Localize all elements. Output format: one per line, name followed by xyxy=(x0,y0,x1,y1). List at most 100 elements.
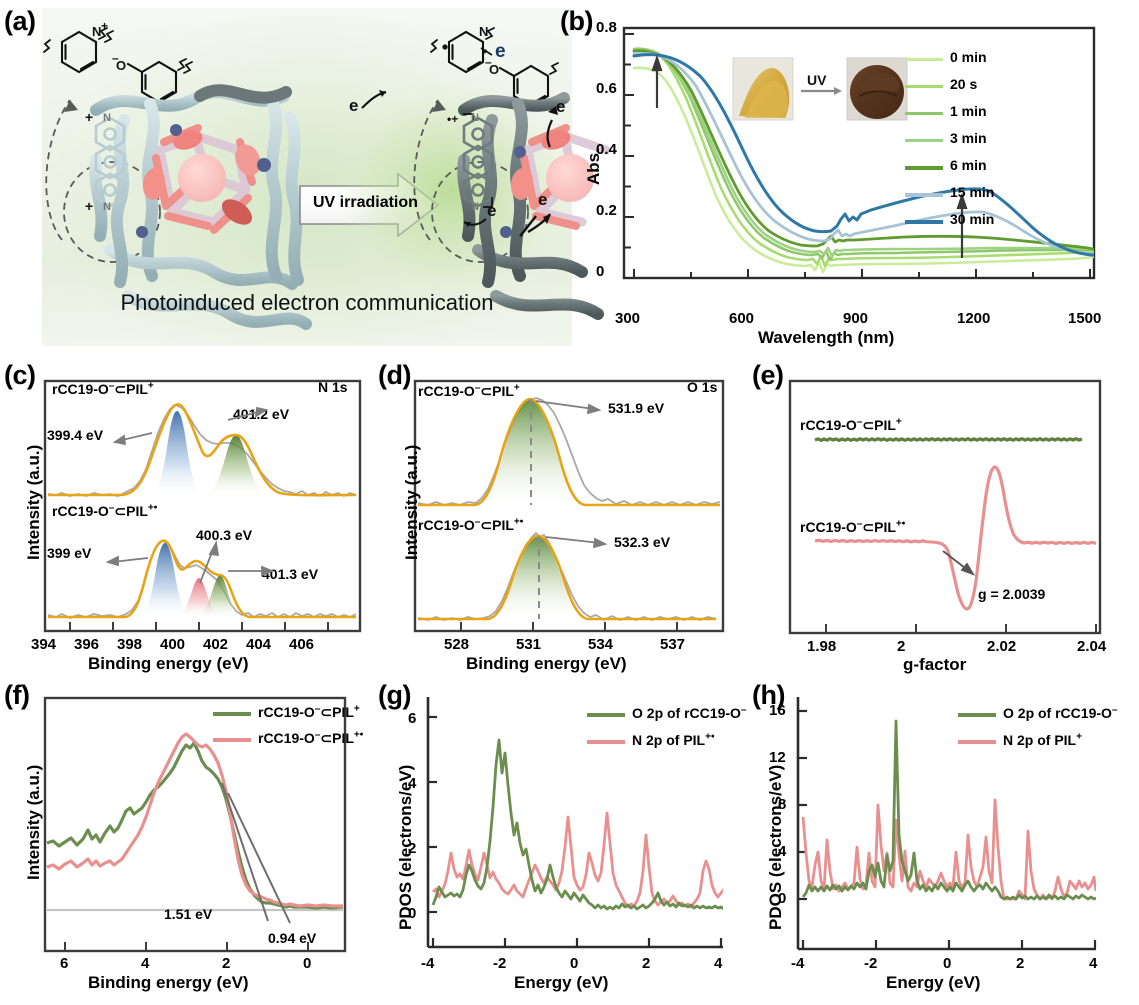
panel-b-chart: UV xyxy=(622,26,1096,280)
panel-h-ytick-3: 12 xyxy=(769,749,786,766)
panel-h-xtick-1: -2 xyxy=(864,955,878,972)
panel-f-ylabel: Intensity (a.u.) xyxy=(24,764,43,880)
panel-h-legend-swatch-1 xyxy=(958,740,996,744)
panel-h-xtick-2: 0 xyxy=(943,955,952,972)
panel-b-xtick-1: 600 xyxy=(729,310,755,327)
panel-g-xlabel: Energy (eV) xyxy=(514,973,609,992)
panel-b-xtick-0: 300 xyxy=(615,310,641,327)
panel-f-xlabel: Binding energy (eV) xyxy=(88,973,249,992)
panel-h-ytick-2: 8 xyxy=(778,796,787,813)
svg-text:•+: •+ xyxy=(447,112,458,126)
panel-h-xtick-4: 4 xyxy=(1089,955,1098,972)
panel-b-ytick-3: 0.6 xyxy=(596,80,617,97)
panel-d-xtick-0: 528 xyxy=(444,636,470,653)
panel-h-legend-swatch-0 xyxy=(958,713,996,717)
panel-b-ytick-2: 0.4 xyxy=(596,141,617,158)
panel-h-chart xyxy=(796,697,1097,951)
panel-f-legend-label-0: rCC19-O–⊂PIL+ xyxy=(258,703,360,720)
panel-b-legend-swatch-5 xyxy=(905,193,943,197)
panel-d-letter: (d) xyxy=(378,360,411,390)
panel-a-letter: (a) xyxy=(4,6,36,36)
panel-c-series-label-bottom: rCC19-O–⊂PIL+• xyxy=(52,502,158,519)
panel-d-corner-label: O 1s xyxy=(687,379,718,395)
panel-c-xtick-1: 396 xyxy=(74,636,100,653)
panel-g-letter: (g) xyxy=(378,680,411,710)
svg-text:O: O xyxy=(116,58,126,73)
panel-b-ytick-0: 0 xyxy=(596,263,605,280)
panel-b-legend-swatch-3 xyxy=(905,139,943,142)
panel-f-xtick-3: 0 xyxy=(303,955,312,972)
panel-b-legend-swatch-2 xyxy=(905,112,943,115)
panel-c-chart xyxy=(43,379,362,633)
uv-irradiation-label: UV irradiation xyxy=(313,194,418,211)
svg-text:N: N xyxy=(471,112,479,124)
panel-d-ylabel: Intensity (a.u.) xyxy=(402,444,421,560)
panel-b-xtick-2: 900 xyxy=(843,310,869,327)
panel-f-annotation-094: 0.94 eV xyxy=(268,930,317,946)
panel-h-xtick-0: -4 xyxy=(791,955,805,972)
svg-text:N: N xyxy=(103,112,111,124)
panel-f-xtick-0: 6 xyxy=(60,955,69,972)
panel-b-legend-label-6: 30 min xyxy=(950,211,995,227)
svg-text:–: – xyxy=(485,55,492,69)
panel-g-xtick-4: 4 xyxy=(714,955,723,972)
svg-text:e: e xyxy=(556,97,565,116)
panel-e-letter: (e) xyxy=(752,360,784,390)
panel-c-xtick-3: 400 xyxy=(160,636,186,653)
panel-b-xlabel: Wavelength (nm) xyxy=(758,328,895,347)
panel-b-legend-swatch-1 xyxy=(905,85,943,88)
panel-d-xtick-2: 534 xyxy=(588,636,614,653)
panel-d-xtick-3: 537 xyxy=(660,636,686,653)
svg-text:+: + xyxy=(85,198,93,214)
svg-text:e: e xyxy=(538,190,547,209)
panel-f-letter: (f) xyxy=(4,680,30,710)
panel-c-xtick-5: 404 xyxy=(246,636,272,653)
panel-h-ytick-1: 4 xyxy=(778,843,787,860)
panel-d-xlabel: Binding energy (eV) xyxy=(466,654,627,673)
panel-g-legend-label-1: N 2p of PIL+• xyxy=(632,731,715,748)
panel-h-ytick-4: 16 xyxy=(769,702,786,719)
panel-b-xtick-3: 1200 xyxy=(957,310,991,327)
panel-e-xlabel: g-factor xyxy=(903,655,967,674)
panel-b-ylabel: Abs. xyxy=(584,148,603,185)
panel-e-xtick-1: 2 xyxy=(897,638,906,655)
panel-b-legend-swatch-6 xyxy=(905,220,943,224)
svg-text:N: N xyxy=(479,24,488,39)
panel-e-g-annotation: g = 2.0039 xyxy=(978,586,1046,602)
svg-text:N: N xyxy=(92,24,101,39)
panel-g-chart xyxy=(426,697,723,949)
panel-e-xtick-2: 2.02 xyxy=(987,638,1017,655)
svg-text:e: e xyxy=(495,41,506,62)
svg-text:e: e xyxy=(349,96,358,115)
panel-h-xlabel: Energy (eV) xyxy=(886,973,981,992)
panel-d-series-label-bottom: rCC19-O–⊂PIL+• xyxy=(418,516,524,533)
panel-g-legend-swatch-1 xyxy=(587,740,625,744)
panel-g-ylabel: PDOS (electrons/eV) xyxy=(396,764,415,930)
panel-e-chart xyxy=(788,379,1102,635)
svg-text:+: + xyxy=(101,19,108,33)
panel-b-legend-swatch-4 xyxy=(905,166,943,170)
panel-h-letter: (h) xyxy=(752,680,785,710)
panel-b-xtick-4: 1500 xyxy=(1068,310,1102,327)
panel-c-annotation-4013: 401.3 eV xyxy=(262,566,319,582)
panel-c-annotation-3994: 399.4 eV xyxy=(47,427,104,443)
panel-c-corner-label: N 1s xyxy=(318,379,348,395)
panel-e-series-label-top: rCC19-O–⊂PIL+ xyxy=(800,416,902,433)
panel-f-legend-swatch-0 xyxy=(213,712,251,716)
svg-text:–: – xyxy=(112,51,119,65)
panel-d-annotation-5323: 532.3 eV xyxy=(614,534,671,550)
svg-text:UV: UV xyxy=(807,72,827,88)
panel-b-legend-label-1: 20 s xyxy=(950,76,978,92)
panel-b-ytick-4: 0.8 xyxy=(596,19,617,36)
panel-e-xtick-3: 2.04 xyxy=(1077,638,1107,655)
panel-b-legend-label-5: 15 min xyxy=(950,184,995,200)
panel-c-xlabel: Binding energy (eV) xyxy=(88,654,249,673)
panel-c-annotation-399: 399 eV xyxy=(47,545,92,561)
svg-text:N: N xyxy=(471,201,479,213)
panel-g-legend-label-0: O 2p of rCC19-O– xyxy=(632,704,747,721)
panel-f-xtick-2: 2 xyxy=(222,955,231,972)
panel-f-legend-swatch-1 xyxy=(213,738,251,742)
panel-h-xtick-3: 2 xyxy=(1016,955,1025,972)
panel-g-ytick-0: 0 xyxy=(408,905,417,922)
svg-text:+: + xyxy=(85,109,93,125)
